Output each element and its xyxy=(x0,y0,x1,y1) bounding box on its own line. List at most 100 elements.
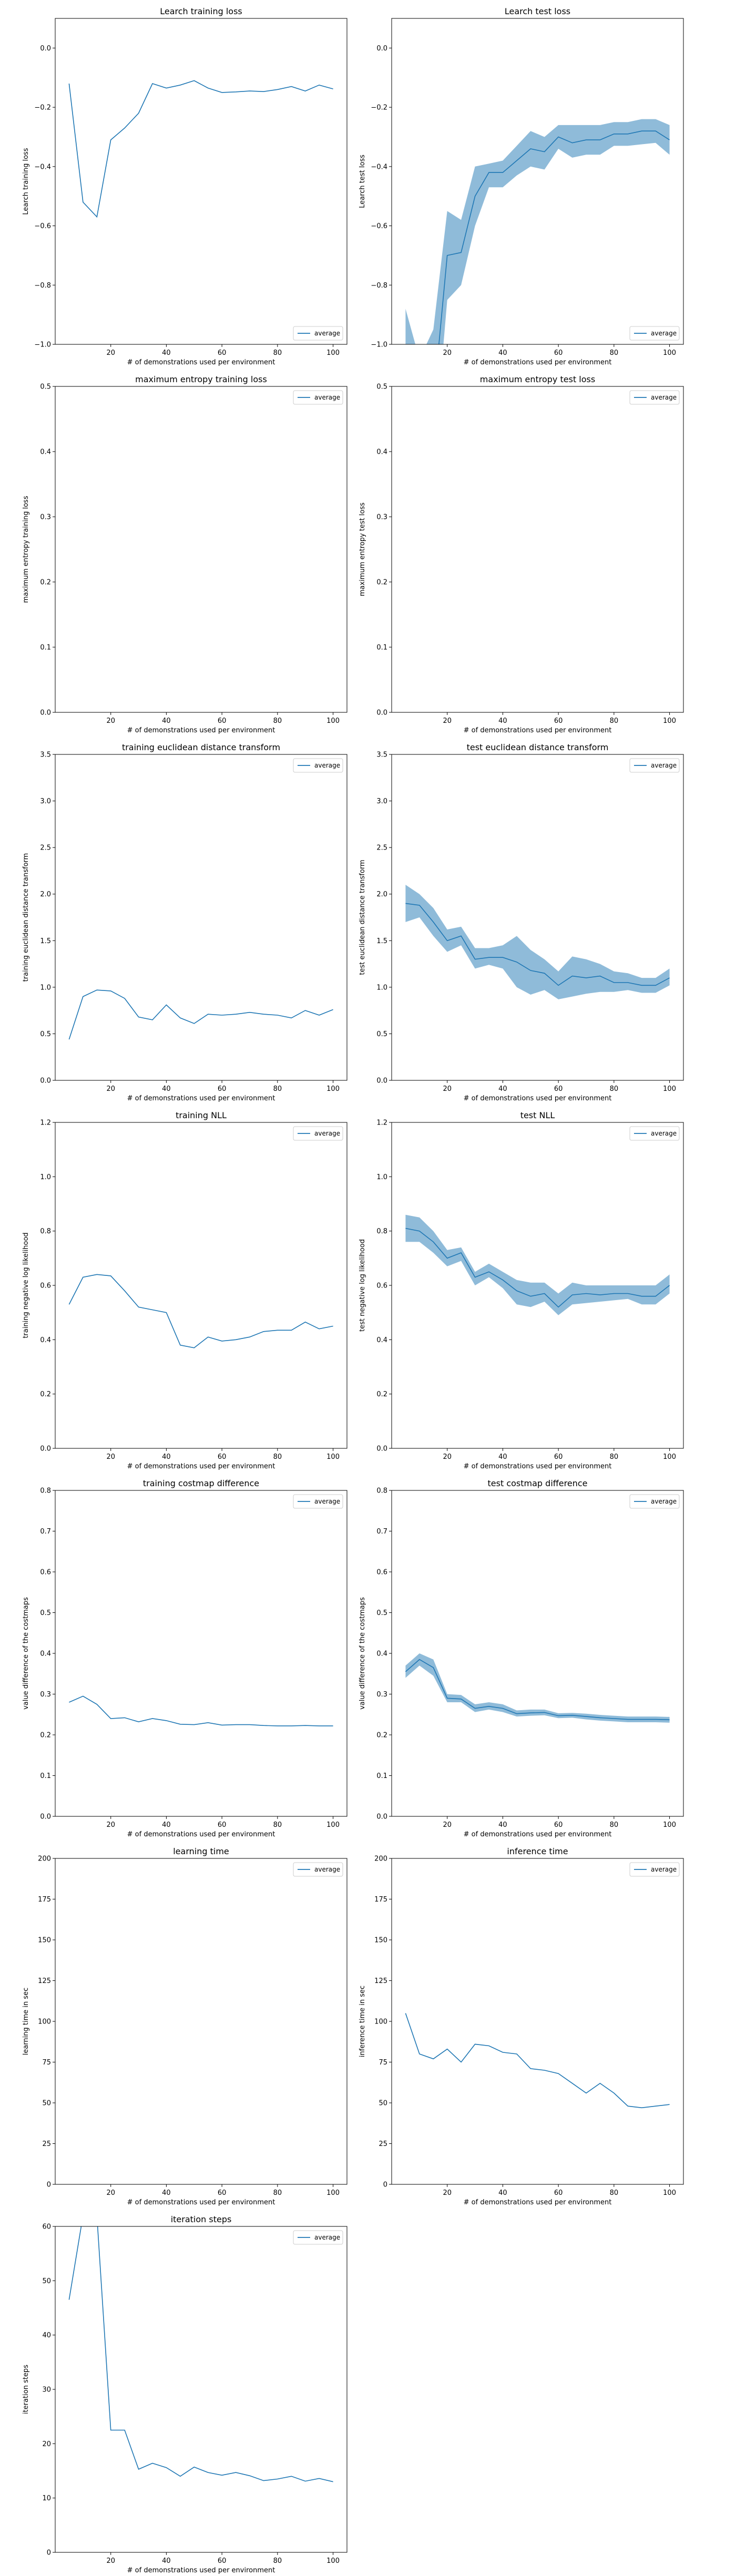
y-tick-label: 3.0 xyxy=(40,798,51,805)
legend-box xyxy=(629,390,680,405)
chart-panel: 20 40 60 80 100 0.0 0.2 0.4 0.6 0.8 1.0 1.2 test NLL… xyxy=(359,1110,684,1470)
series-line xyxy=(438,130,670,344)
chart-title: training NLL xyxy=(176,1110,227,1120)
x-tick-label: 40 xyxy=(498,1821,507,1829)
y-tick-label: 0.2 xyxy=(376,1732,387,1740)
y-tick-label: −0.6 xyxy=(371,222,387,230)
legend: average xyxy=(629,758,680,773)
y-axis-label: maximum entropy test loss xyxy=(359,503,366,596)
legend: average xyxy=(629,1494,680,1509)
legend-box xyxy=(293,1494,343,1509)
axes-frame xyxy=(391,754,684,1081)
x-axis-label: # of demonstrations used per environment xyxy=(464,1095,612,1102)
legend: average xyxy=(293,758,343,773)
chart-title: inference time xyxy=(507,1846,568,1856)
x-tick-label: 40 xyxy=(162,717,171,725)
y-tick-label: 1.2 xyxy=(376,1119,387,1127)
x-tick-label: 20 xyxy=(443,717,452,725)
y-axis-label: iteration steps xyxy=(22,2365,30,2414)
chart-title: training euclidean distance transform xyxy=(122,742,280,752)
axes-frame xyxy=(391,1490,684,1817)
y-axis-label: training euclidean distance transform xyxy=(22,853,30,982)
chart-panel: 20 40 60 80 100 0.0 0.1 0.2 0.3 0.4 0.5 maximum ent… xyxy=(359,374,684,734)
y-tick-label: 50 xyxy=(42,2100,51,2108)
y-tick-label: 1.5 xyxy=(376,937,387,945)
x-tick-label: 80 xyxy=(610,1821,619,1829)
chart-panel: 20 40 60 80 100 0 10 20 30 40 50 60 iteration steps #… xyxy=(22,2214,347,2574)
x-tick-label: 80 xyxy=(610,1085,619,1093)
chart-panel: 20 40 60 80 100 0.0 0.1 0.2 0.3 0.4 0.5 maximum ent… xyxy=(22,374,347,734)
y-tick-label: 0.4 xyxy=(376,1336,387,1344)
x-axis-label: # of demonstrations used per environment xyxy=(127,1831,275,1838)
y-tick-label: 0.1 xyxy=(40,1772,51,1780)
y-tick-label: 200 xyxy=(38,1855,51,1863)
y-tick-label: 0.6 xyxy=(376,1569,387,1577)
y-tick-label: 10 xyxy=(42,2495,51,2502)
x-axis-label: # of demonstrations used per environment xyxy=(464,1831,612,1838)
data-layer xyxy=(68,2226,333,2482)
legend: average xyxy=(293,1126,343,1141)
y-tick-label: 2.5 xyxy=(40,844,51,852)
axes-frame xyxy=(391,386,684,713)
y-tick-label: 0.0 xyxy=(40,1445,51,1453)
y-tick-label: 0 xyxy=(47,2181,51,2189)
y-tick-label: 3.5 xyxy=(40,751,51,759)
y-tick-label: 0.6 xyxy=(40,1282,51,1290)
x-tick-label: 20 xyxy=(106,2557,115,2565)
y-tick-label: 0.2 xyxy=(40,579,51,587)
axes-frame xyxy=(55,386,347,713)
y-axis-label: inference time in sec xyxy=(359,1986,366,2057)
y-tick-label: 175 xyxy=(38,1896,51,1904)
y-tick-label: 20 xyxy=(42,2440,51,2448)
x-tick-label: 20 xyxy=(443,1453,452,1461)
legend: average xyxy=(293,2230,343,2245)
x-axis-label: # of demonstrations used per environment xyxy=(127,1463,275,1470)
y-tick-label: 1.0 xyxy=(40,984,51,991)
x-tick-label: 40 xyxy=(498,1453,507,1461)
legend: average xyxy=(629,1126,680,1141)
y-tick-label: 0.1 xyxy=(376,644,387,652)
x-tick-label: 20 xyxy=(106,349,115,357)
y-tick-label: 0.2 xyxy=(376,579,387,587)
x-tick-label: 80 xyxy=(273,2189,282,2197)
y-axis-label: training negative log likelihood xyxy=(22,1232,30,1338)
y-tick-label: 0.2 xyxy=(40,1732,51,1740)
x-tick-label: 20 xyxy=(106,1821,115,1829)
x-tick-label: 60 xyxy=(554,1085,563,1093)
x-tick-label: 60 xyxy=(218,2557,227,2565)
legend-box xyxy=(629,758,680,773)
x-tick-label: 80 xyxy=(273,1085,282,1093)
legend-box xyxy=(293,758,343,773)
x-axis-label: # of demonstrations used per environment xyxy=(127,359,275,366)
x-tick-label: 60 xyxy=(554,2189,563,2197)
x-tick-label: 100 xyxy=(663,1821,676,1829)
y-tick-label: 0.0 xyxy=(40,1077,51,1085)
legend: average xyxy=(629,326,680,341)
y-tick-label: 0.4 xyxy=(40,1650,51,1658)
legend-box xyxy=(293,1126,343,1141)
confidence-band xyxy=(405,885,670,999)
y-tick-label: 0.5 xyxy=(376,1030,387,1038)
x-tick-label: 20 xyxy=(106,1085,115,1093)
data-layer xyxy=(405,1214,670,1315)
series-line xyxy=(405,903,670,986)
data-layer xyxy=(68,989,333,1040)
y-tick-label: 125 xyxy=(374,1977,387,1985)
x-tick-label: 40 xyxy=(162,2189,171,2197)
y-tick-label: 3.5 xyxy=(376,751,387,759)
chart-panel: 20 40 60 80 100 0.0 0.2 0.4 0.6 0.8 1.0 1.2 training… xyxy=(22,1110,347,1470)
x-tick-label: 20 xyxy=(106,717,115,725)
confidence-band xyxy=(405,1653,670,1723)
axes-frame xyxy=(55,1490,347,1817)
y-tick-label: 30 xyxy=(42,2386,51,2394)
data-layer xyxy=(405,2013,670,2109)
chart-panel: 20 40 60 80 100 0.0 0.1 0.2 0.3 0.4 0.5 0.6 0.7 0.8 tr… xyxy=(22,1478,347,1838)
x-tick-label: 100 xyxy=(326,717,340,725)
y-axis-label: value difference of the costmaps xyxy=(22,1597,30,1710)
x-tick-label: 80 xyxy=(273,1821,282,1829)
axes-frame xyxy=(391,18,684,345)
x-tick-label: 40 xyxy=(498,1085,507,1093)
y-tick-label: 25 xyxy=(42,2140,51,2148)
